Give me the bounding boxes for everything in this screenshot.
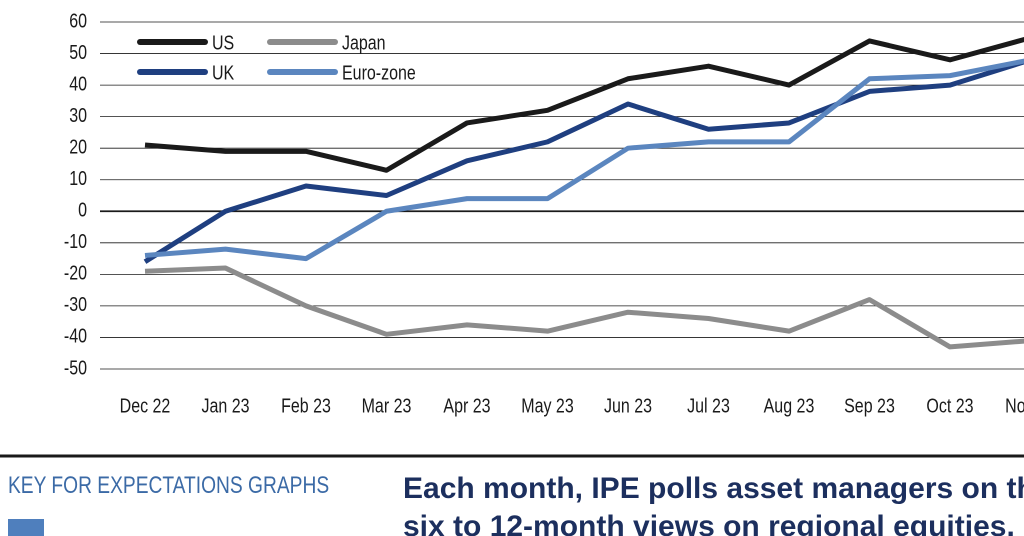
x-tick-label: Sep 23 bbox=[844, 395, 895, 417]
x-tick-label: Nov 23 bbox=[1005, 395, 1024, 417]
key-title: KEY FOR EXPECTATIONS GRAPHS bbox=[8, 472, 330, 499]
x-tick-label: Mar 23 bbox=[362, 395, 412, 417]
intro: Each month, IPE polls asset managers on … bbox=[403, 470, 1024, 536]
x-tick-label: Jun 23 bbox=[604, 395, 652, 417]
legend-label: UK bbox=[212, 62, 234, 84]
x-tick-label: Aug 23 bbox=[764, 395, 815, 417]
x-tick-label: May 23 bbox=[521, 395, 573, 417]
legend-label: US bbox=[212, 32, 234, 54]
x-tick-label: Dec 22 bbox=[120, 395, 171, 417]
chart: -50 -40 -30 -20 -10 0 10 20 30 40 50 60 Dec 22 Jan 23… bbox=[0, 10, 1024, 458]
intro-line: six to 12-month views on regional equiti… bbox=[403, 510, 1015, 536]
y-tick-label: -50 bbox=[64, 357, 87, 379]
x-tick-label: Jan 23 bbox=[201, 395, 249, 417]
y-tick-label: 60 bbox=[69, 10, 87, 32]
x-tick-label: Jul 23 bbox=[687, 395, 730, 417]
series-line bbox=[144, 36, 1024, 173]
series-line bbox=[144, 265, 1024, 350]
y-tick-label: 50 bbox=[69, 41, 87, 63]
legend-label: Japan bbox=[342, 32, 386, 54]
y-tick-label: -40 bbox=[64, 325, 87, 347]
series-line bbox=[144, 58, 1024, 262]
y-tick-label: -30 bbox=[64, 294, 87, 316]
y-tick-label: 40 bbox=[69, 73, 87, 95]
x-tick-label: Apr 23 bbox=[443, 395, 490, 417]
intro-line: Each month, IPE polls asset managers on … bbox=[403, 472, 1024, 505]
y-tick-label: -20 bbox=[64, 262, 87, 284]
x-tick-label: Oct 23 bbox=[926, 395, 973, 417]
y-tick-label: -10 bbox=[64, 230, 87, 252]
series-line bbox=[143, 59, 1024, 264]
y-tick-label: 30 bbox=[69, 104, 87, 126]
legend-label: Euro-zone bbox=[342, 62, 416, 84]
y-tick-label: 0 bbox=[78, 199, 87, 221]
key-swatch bbox=[8, 519, 44, 536]
x-tick-label: Feb 23 bbox=[281, 395, 331, 417]
y-tick-label: 10 bbox=[69, 167, 87, 189]
y-tick-label: 20 bbox=[69, 136, 87, 158]
